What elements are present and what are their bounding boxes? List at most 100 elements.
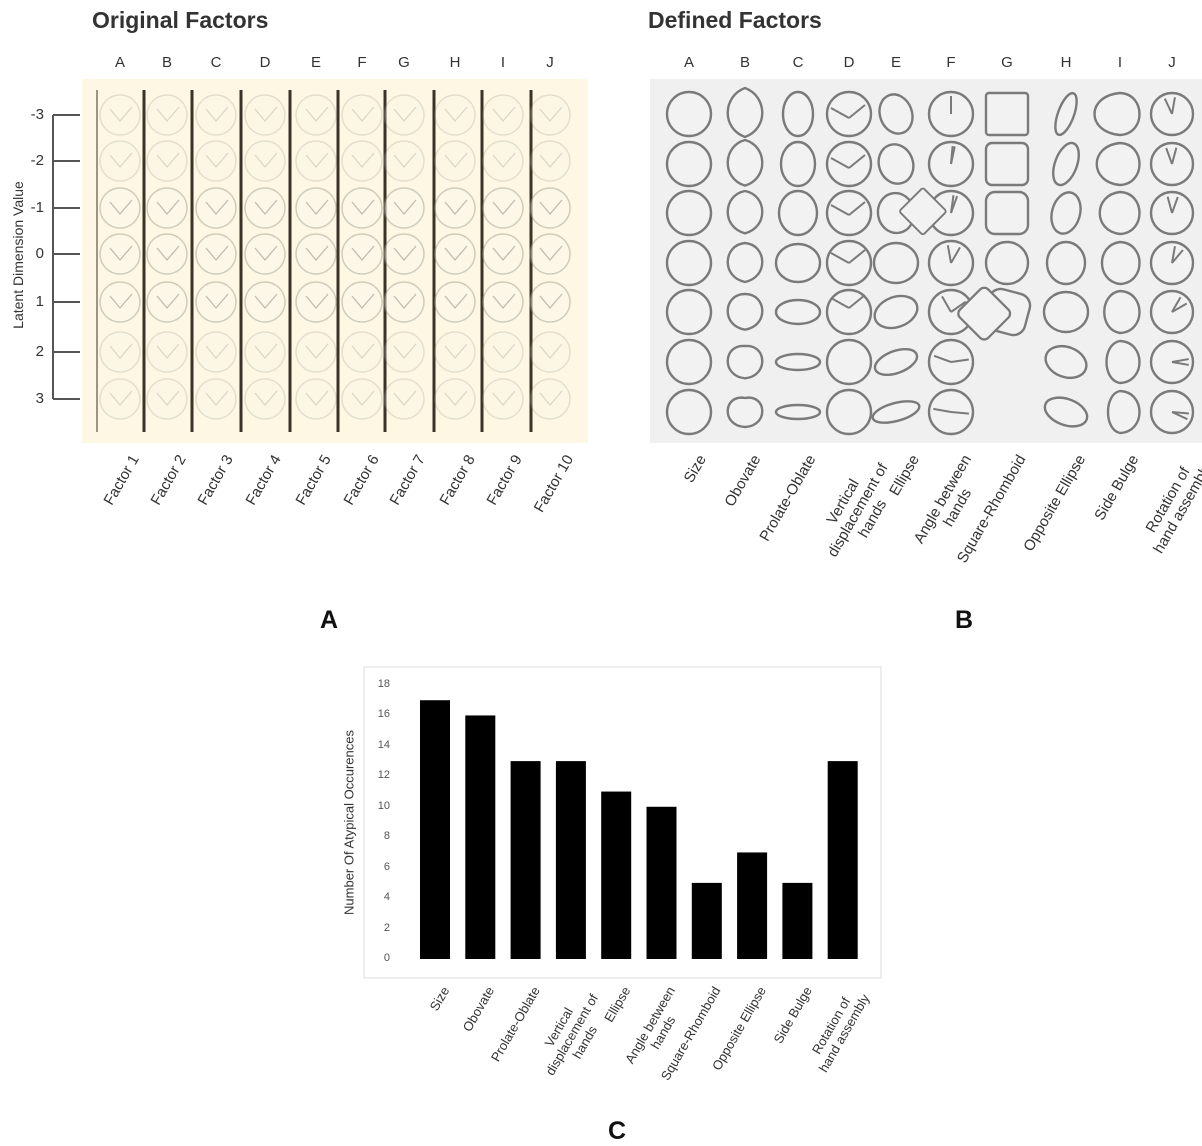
panel-a-clock-sketch [146,187,188,229]
panel-a-clock-sketch [482,187,524,229]
panel-b-shape-prolate-oblate [774,352,822,372]
panel-c-y-tick: 12 [377,769,390,782]
panel-b-shape-side-bulge [1098,190,1141,236]
panel-b-column-letter: E [890,54,901,71]
panel-a-clock-sketch [295,378,337,420]
panel-c-bar [782,882,813,959]
panel-a-latent-tick: 3 [35,390,44,407]
panel-b-shape-obovate [726,344,764,380]
panel-c-bar [827,761,858,959]
panel-b-shape-opposite-ellipse [1054,91,1078,137]
panel-a-clock-sketch [529,187,571,229]
panel-a-clock-sketch [195,331,237,373]
panel-b-column-letter: G [1001,54,1013,71]
panel-c-bar [691,882,722,959]
panel-a-clock-sketch [434,187,476,229]
panel-a-clock-sketch [295,94,337,136]
panel-b-clock-hand [848,249,866,264]
panel-a-clock-sketch [146,331,188,373]
panel-a-column-letter: H [449,54,461,71]
panel-b-shape-ellipse [873,348,919,376]
panel-b-clock-hand [1171,249,1184,264]
panel-b-shape-side-bulge [1103,289,1141,335]
panel-c-y-tick: 18 [377,678,390,690]
panel-b-shape-square-rhomboid [984,240,1030,286]
panel-a-clock-sketch [99,140,141,182]
panel-b-shape-square-rhomboid [899,187,947,236]
panel-a-clock-sketch [244,187,286,229]
panel-c-y-tick: 10 [377,799,390,812]
panel-b-shape-size [665,388,713,436]
panel-a-clock-sketch [244,281,286,323]
panel-a-letter: A [320,606,339,634]
panel-b-clock-hand [1166,196,1173,214]
panel-a-column-letter: G [398,54,410,71]
panel-a-clock-sketch [529,233,571,275]
panel-a-latent-tick: -3 [30,106,44,123]
panel-b-clock-hand [1171,411,1188,421]
panel-a-clock-sketch [195,187,237,229]
panel-b-shape-vertical-displacement [825,338,873,386]
panel-c-y-tick: 16 [377,708,390,721]
panel-b-column-letter: I [1117,54,1123,71]
panel-b-clock-hand [941,295,952,313]
panel-b-column-letter: D [843,54,855,71]
panel-b-clock-hand [1171,361,1189,366]
panel-b-shape-obovate [726,138,764,187]
panel-a-clock-sketch [244,378,286,420]
panel-b-shape-prolate-oblate [774,403,822,421]
panel-a-column-letter: C [210,54,222,71]
panel-a-latent-tick: 1 [35,293,44,310]
panel-c-bar [420,700,450,959]
panel-b-clock-hand [1171,246,1176,264]
panel-b-shape-size [665,338,713,386]
panel-a-clock-sketch [341,94,383,136]
panel-b-shape-opposite-ellipse [1043,396,1089,428]
panel-b-shape-size [665,90,713,138]
panel-b-shape-vertical-displacement [825,189,873,237]
panel-c-y-tick: 14 [377,738,390,751]
panel-b-shape-obovate [726,241,764,284]
panel-b-clock-hand [933,354,952,363]
panel-c-bar [601,791,632,959]
panel-b-clock-hand [1171,296,1182,313]
panel-a-clock-sketch [383,187,425,229]
panel-a-clock-sketch [341,233,383,275]
panel-b-shape-ellipse [878,93,914,135]
panel-c-y-tick: 0 [383,952,390,964]
panel-b-shape-size [665,239,713,287]
panel-a-clock-sketch [244,331,286,373]
panel-a-clock-sketch [244,94,286,136]
panel-b-clock-hand [848,294,866,309]
panel-b-shape-opposite-ellipse [1050,191,1082,235]
panel-b-column-letter: J [1168,54,1176,71]
panel-b-shape-size [665,140,713,188]
panel-b-shape-prolate-oblate [774,242,822,284]
panel-c-letter: C [608,1117,627,1145]
panel-a-clock-sketch [195,233,237,275]
panel-b-clock-hand [950,358,969,363]
panel-b-shape-obovate [726,292,764,331]
panel-a-clock-sketch [341,378,383,420]
panel-b-clock-hand [1165,147,1173,165]
panel-b-shape-opposite-ellipse [1052,141,1080,187]
panel-a-clock-sketch [482,140,524,182]
panel-a-clock-sketch [434,378,476,420]
panel-b-clock-hand [950,146,956,165]
panel-a-clock-sketch [383,331,425,373]
panel-b-shape-side-bulge [1106,389,1141,435]
panel-b-clock-hand [1171,147,1178,165]
panel-b-shape-ellipse [873,294,919,330]
panel-a-clock-sketch [383,233,425,275]
panel-a-clock-sketch [295,281,337,323]
panel-b-clock-hand [1171,196,1179,214]
panel-a-clock-sketch [529,140,571,182]
panel-a-clock-sketch [295,331,337,373]
panel-b-shape-obovate [726,86,764,139]
panel-b-clock-hand [830,204,850,216]
panel-a-clock-sketch [482,378,524,420]
panel-b-shape-obovate [726,396,764,429]
panel-b-shape-vertical-displacement [825,90,873,138]
panel-b-shape-opposite-ellipse [1042,290,1090,334]
